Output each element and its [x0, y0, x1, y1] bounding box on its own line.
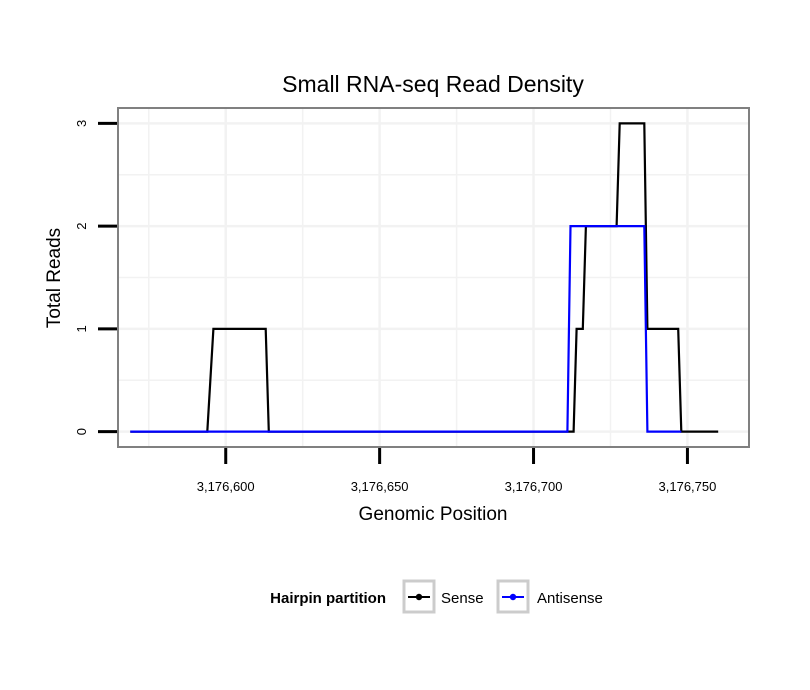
- y-tick-label: 2: [74, 223, 89, 230]
- legend-title: Hairpin partition: [270, 590, 386, 607]
- x-axis: 3,176,600 3,176,650 3,176,700 3,176,750: [197, 448, 717, 494]
- y-axis: 0 1 2 3: [74, 120, 117, 435]
- legend-entry-sense: Sense: [402, 579, 484, 614]
- y-axis-title: Total Reads: [44, 228, 65, 328]
- legend-entry-antisense: Antisense: [496, 579, 603, 614]
- x-tick-label: 3,176,600: [197, 479, 255, 494]
- legend-point-antisense: [509, 593, 517, 601]
- x-tick-label: 3,176,650: [351, 479, 409, 494]
- series-group: [130, 122, 719, 433]
- legend: Hairpin partition Sense Antisense: [270, 579, 603, 614]
- legend-label-antisense: Antisense: [537, 590, 603, 607]
- x-tick-label: 3,176,700: [505, 479, 563, 494]
- plot-border: [117, 107, 750, 448]
- x-axis-title: Genomic Position: [359, 504, 508, 525]
- series-line-antisense: [130, 225, 682, 433]
- legend-label-sense: Sense: [441, 590, 484, 607]
- x-tick-label: 3,176,750: [659, 479, 717, 494]
- legend-point-sense: [415, 593, 423, 601]
- y-tick-label: 1: [74, 325, 89, 332]
- series-line-sense: [130, 122, 719, 433]
- chart-title: Small RNA-seq Read Density: [282, 71, 584, 97]
- y-tick-label: 3: [74, 120, 89, 127]
- y-tick-label: 0: [74, 428, 89, 435]
